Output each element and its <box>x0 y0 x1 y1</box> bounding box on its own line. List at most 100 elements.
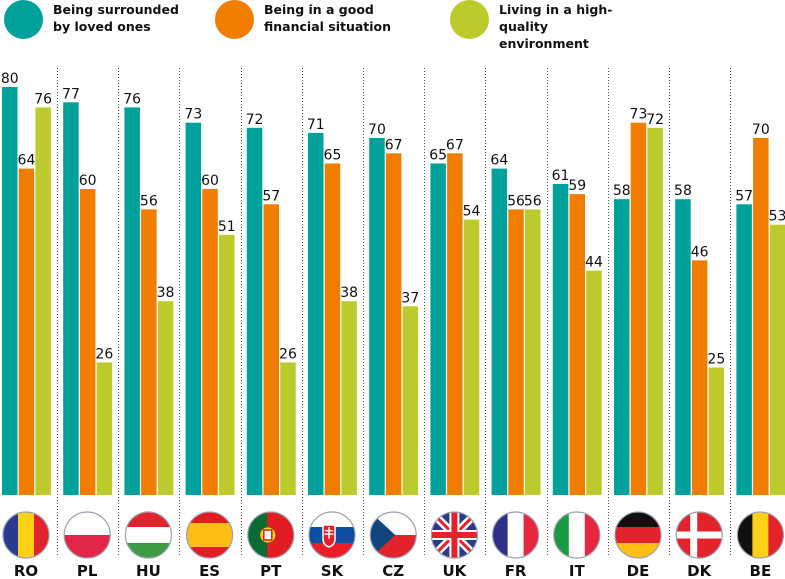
value-label: 57 <box>735 188 753 204</box>
value-label: 54 <box>463 204 481 220</box>
country-label-sk: SK <box>321 562 345 579</box>
legend-swatch-teal <box>4 0 43 39</box>
country-label-es: ES <box>199 562 220 579</box>
country-label-fr: FR <box>505 562 527 579</box>
value-label: 38 <box>340 285 358 301</box>
value-label: 44 <box>585 255 603 271</box>
bar-cz-series-1 <box>369 138 385 495</box>
country-label-ro: RO <box>14 562 38 579</box>
slovakia-flag-icon <box>308 511 356 559</box>
bar-it-series-2 <box>569 194 585 495</box>
hungary-flag-icon <box>124 511 172 559</box>
bar-es-series-2 <box>202 189 218 495</box>
value-label: 61 <box>552 168 570 184</box>
value-label: 72 <box>646 112 664 128</box>
value-label: 56 <box>524 193 542 209</box>
france-flag-icon <box>491 511 540 559</box>
value-label: 26 <box>95 346 113 362</box>
bar-sk-series-2 <box>324 163 341 495</box>
legend-item-environment: Living in a high-quality environment <box>450 0 659 52</box>
value-label: 56 <box>507 193 525 209</box>
bar-es-series-3 <box>219 234 235 495</box>
bar-it-series-1 <box>552 183 569 495</box>
value-label: 70 <box>368 122 386 138</box>
country-label-pt: PT <box>260 562 282 579</box>
country-label-it: IT <box>569 562 586 579</box>
bar-de-series-3 <box>647 127 663 496</box>
legend-swatch-green <box>450 0 489 39</box>
value-label: 76 <box>34 91 52 107</box>
bar-uk-series-2 <box>447 153 463 496</box>
bar-es-series-1 <box>185 122 202 495</box>
value-label: 37 <box>401 290 419 306</box>
uk-flag-icon <box>430 511 478 559</box>
legend-label: Being in a good financial situation <box>264 2 392 34</box>
legend-label: Being surrounded by loved ones <box>53 2 179 34</box>
bar-fr-series-3 <box>525 209 541 495</box>
country-labels: RO PL HU ES PT SK CZ UK FR IT DE DK BE <box>14 562 771 579</box>
romania-flag-icon <box>2 511 50 559</box>
country-label-cz: CZ <box>382 562 404 579</box>
portugal-flag-icon <box>247 511 295 559</box>
bar-dk-series-1 <box>675 199 691 495</box>
bar-be-series-2 <box>753 138 769 495</box>
bar-be-series-1 <box>736 204 752 496</box>
country-label-dk: DK <box>687 562 712 579</box>
value-label: 65 <box>429 148 447 164</box>
bar-pt-series-1 <box>246 127 263 496</box>
value-label: 25 <box>707 352 725 368</box>
value-label: 46 <box>691 244 709 260</box>
legend-item-loved-ones: Being surrounded by loved ones <box>4 0 213 39</box>
value-label: 73 <box>184 107 202 123</box>
value-label: 70 <box>752 122 770 138</box>
bar-dk-series-3 <box>708 367 725 495</box>
legend-label: Living in a high-quality environment <box>499 2 613 51</box>
value-label: 67 <box>446 137 464 153</box>
bar-hu-series-3 <box>157 301 174 495</box>
country-label-uk: UK <box>442 562 467 579</box>
value-label: 71 <box>307 117 325 133</box>
poland-flag-icon <box>63 511 111 559</box>
bar-ro-series-1 <box>2 87 18 495</box>
value-label: 76 <box>123 91 141 107</box>
flags <box>2 511 785 559</box>
country-label-be: BE <box>750 562 772 579</box>
bar-pl-series-2 <box>79 189 96 495</box>
bar-ro-series-3 <box>35 107 51 496</box>
czech-flag-icon <box>369 511 417 559</box>
legend-item-financial: Being in a good financial situation <box>215 0 424 39</box>
value-label: 64 <box>490 153 508 169</box>
bar-de-series-2 <box>630 122 647 495</box>
bar-pl-series-3 <box>96 362 113 495</box>
bar-uk-series-1 <box>430 163 446 495</box>
value-label: 60 <box>79 173 97 189</box>
value-label: 64 <box>18 153 36 169</box>
belgium-flag-icon <box>736 511 785 559</box>
value-label: 73 <box>630 107 648 123</box>
bar-dk-series-2 <box>691 260 708 495</box>
bar-pt-series-3 <box>280 362 296 495</box>
italy-flag-icon <box>553 511 601 559</box>
value-label: 38 <box>157 285 175 301</box>
country-label-pl: PL <box>77 562 98 579</box>
bar-hu-series-2 <box>141 209 157 495</box>
denmark-flag-icon <box>675 511 723 559</box>
bar-sk-series-1 <box>308 132 324 495</box>
bar-sk-series-3 <box>341 301 357 495</box>
value-label: 58 <box>613 183 631 199</box>
bar-cz-series-3 <box>402 306 419 495</box>
value-label: 56 <box>140 193 158 209</box>
value-label: 67 <box>385 137 403 153</box>
bar-de-series-1 <box>614 199 630 495</box>
bars <box>2 87 785 496</box>
bar-it-series-3 <box>586 270 602 495</box>
country-label-hu: HU <box>136 562 161 579</box>
bar-hu-series-1 <box>124 107 140 496</box>
value-label: 51 <box>218 219 236 235</box>
bar-ro-series-2 <box>18 168 35 495</box>
bar-be-series-3 <box>769 224 785 495</box>
value-label: 65 <box>324 148 342 164</box>
value-label: 72 <box>246 112 264 128</box>
